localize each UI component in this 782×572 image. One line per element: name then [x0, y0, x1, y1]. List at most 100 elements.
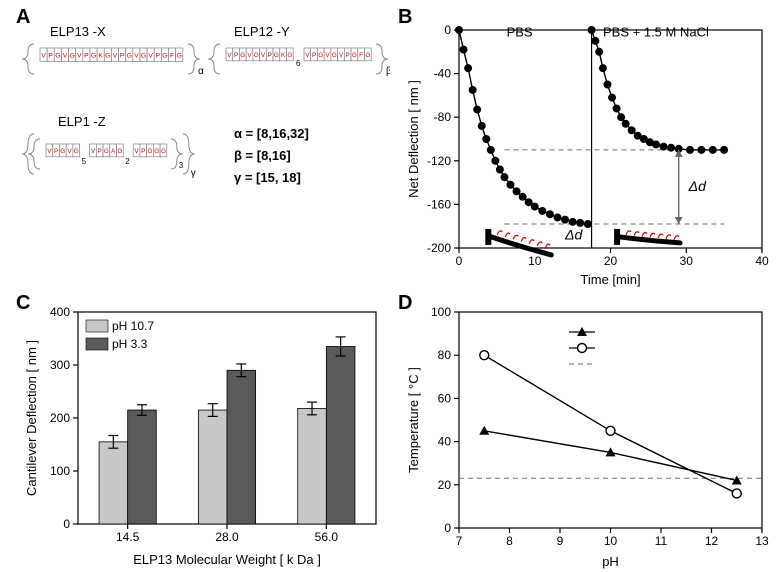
svg-text:Net Deflection [ nm ]: Net Deflection [ nm ]: [406, 80, 421, 198]
svg-text:0: 0: [444, 23, 451, 37]
svg-text:7: 7: [456, 534, 463, 548]
svg-text:V: V: [148, 53, 153, 60]
svg-text:G: G: [332, 52, 337, 59]
svg-text:G: G: [104, 148, 109, 155]
svg-text:G: G: [60, 148, 65, 155]
svg-text:V: V: [41, 53, 46, 60]
svg-text:γ: γ: [191, 168, 196, 179]
svg-text:Cantilever Deflection [ nm ]: Cantilever Deflection [ nm ]: [24, 340, 39, 496]
svg-text:P: P: [48, 53, 53, 60]
svg-text:Δd: Δd: [564, 226, 583, 242]
svg-text:100: 100: [50, 464, 70, 478]
svg-text:V: V: [63, 53, 68, 60]
svg-text:G: G: [287, 52, 292, 59]
svg-text:80: 80: [438, 348, 452, 362]
svg-text:G: G: [177, 53, 182, 60]
svg-text:G: G: [254, 52, 259, 59]
svg-text:V: V: [77, 53, 82, 60]
svg-text:-200: -200: [427, 241, 451, 255]
svg-text:9: 9: [557, 534, 564, 548]
svg-text:G: G: [74, 148, 79, 155]
svg-text:30: 30: [680, 254, 694, 268]
svg-text:V: V: [247, 52, 252, 59]
svg-text:8: 8: [506, 534, 513, 548]
svg-text:V: V: [67, 148, 72, 155]
svg-text:10: 10: [604, 534, 618, 548]
svg-text:28.0: 28.0: [215, 530, 239, 544]
svg-text:11: 11: [655, 534, 668, 548]
svg-text:P: P: [156, 53, 161, 60]
svg-text:G: G: [365, 52, 370, 59]
svg-text:56.0: 56.0: [315, 530, 339, 544]
svg-text:ELP13 -X: ELP13 -X: [50, 24, 106, 39]
svg-text:3: 3: [179, 161, 184, 170]
svg-text:G: G: [274, 52, 279, 59]
svg-text:P: P: [98, 148, 102, 155]
svg-text:α = [8,16,32]: α = [8,16,32]: [234, 126, 309, 141]
svg-text:P: P: [234, 52, 238, 59]
svg-text:V: V: [261, 52, 266, 59]
svg-text:-80: -80: [434, 110, 452, 124]
svg-text:6: 6: [296, 59, 301, 68]
svg-text:200: 200: [50, 411, 70, 425]
svg-text:γ = [15, 18]: γ = [15, 18]: [234, 170, 301, 185]
svg-text:V: V: [134, 148, 139, 155]
svg-text:G: G: [161, 148, 166, 155]
svg-text:Δd: Δd: [688, 178, 707, 194]
svg-text:400: 400: [50, 305, 70, 319]
svg-text:100: 100: [431, 305, 451, 319]
svg-text:Temperature [ °C ]: Temperature [ °C ]: [406, 367, 421, 473]
svg-text:-120: -120: [427, 154, 451, 168]
svg-text:G: G: [91, 53, 96, 60]
svg-text:20: 20: [438, 478, 452, 492]
svg-text:PBS: PBS: [507, 25, 533, 40]
panel-B: 0 10 20 30 40 -200 -160 -120 -80 -40 0 Time [min] Ne…: [404, 18, 774, 288]
svg-text:-40: -40: [434, 67, 452, 81]
svg-text:ELP13 Molecular Weight [ k D: ELP13 Molecular Weight [ k Da ]: [133, 552, 321, 567]
svg-text:P: P: [141, 148, 145, 155]
svg-text:0: 0: [456, 254, 463, 268]
svg-text:G: G: [127, 53, 132, 60]
svg-text:G: G: [154, 148, 159, 155]
svg-text:P: P: [54, 148, 58, 155]
svg-text:0: 0: [444, 521, 451, 535]
svg-text:G: G: [69, 53, 74, 60]
svg-text:G: G: [162, 53, 167, 60]
svg-text:V: V: [305, 52, 310, 59]
svg-text:P: P: [268, 52, 272, 59]
svg-text:G: G: [352, 52, 357, 59]
panel-A: ELP13 -XVPGVGVPGKGVPGVGVPGFGαELP12 -YVPG…: [20, 18, 390, 288]
svg-text:F: F: [170, 53, 174, 60]
svg-text:40: 40: [438, 435, 452, 449]
svg-text:20: 20: [604, 254, 618, 268]
svg-text:14.5: 14.5: [116, 530, 140, 544]
svg-text:P: P: [312, 52, 316, 59]
svg-text:0: 0: [63, 517, 70, 531]
svg-text:P: P: [346, 52, 350, 59]
svg-text:β: β: [386, 66, 390, 77]
svg-text:V: V: [325, 52, 330, 59]
svg-text:P: P: [84, 53, 89, 60]
svg-text:V: V: [113, 53, 118, 60]
svg-text:α: α: [198, 66, 204, 77]
svg-text:300: 300: [50, 358, 70, 372]
svg-text:10: 10: [528, 254, 542, 268]
svg-text:P: P: [120, 53, 125, 60]
svg-text:V: V: [47, 148, 52, 155]
svg-text:Time [min]: Time [min]: [580, 272, 640, 287]
svg-text:ELP1 -Z: ELP1 -Z: [58, 114, 106, 129]
svg-text:PBS + 1.5 M NaCl: PBS + 1.5 M NaCl: [603, 25, 709, 40]
svg-text:V: V: [227, 52, 232, 59]
svg-text:G: G: [105, 53, 110, 60]
svg-text:-160: -160: [427, 197, 451, 211]
svg-text:G: G: [117, 148, 122, 155]
svg-text:G: G: [148, 148, 153, 155]
svg-text:G: G: [318, 52, 323, 59]
svg-text:K: K: [98, 53, 103, 60]
svg-text:K: K: [281, 52, 286, 59]
svg-text:pH 10.7: pH 10.7: [112, 319, 154, 333]
svg-text:V: V: [134, 53, 139, 60]
svg-text:40: 40: [755, 254, 769, 268]
svg-text:G: G: [240, 52, 245, 59]
svg-text:β = [8,16]: β = [8,16]: [234, 148, 291, 163]
